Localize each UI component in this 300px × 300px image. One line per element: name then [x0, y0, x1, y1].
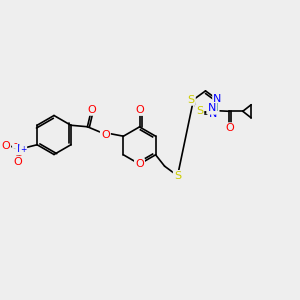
Text: S: S: [196, 106, 203, 116]
Text: O: O: [88, 105, 96, 115]
Text: +: +: [20, 145, 26, 154]
Text: S: S: [188, 94, 195, 105]
Text: O: O: [135, 159, 144, 169]
Text: S: S: [174, 171, 181, 181]
Text: -: -: [13, 138, 17, 148]
Text: O: O: [226, 123, 235, 134]
Text: N: N: [207, 103, 216, 113]
Text: O: O: [101, 130, 110, 140]
Text: O: O: [13, 157, 22, 167]
Text: N: N: [213, 94, 222, 104]
Text: H: H: [211, 103, 218, 113]
Text: O: O: [1, 141, 10, 151]
Text: N: N: [16, 144, 25, 154]
Text: N: N: [209, 109, 217, 119]
Text: O: O: [135, 105, 144, 115]
